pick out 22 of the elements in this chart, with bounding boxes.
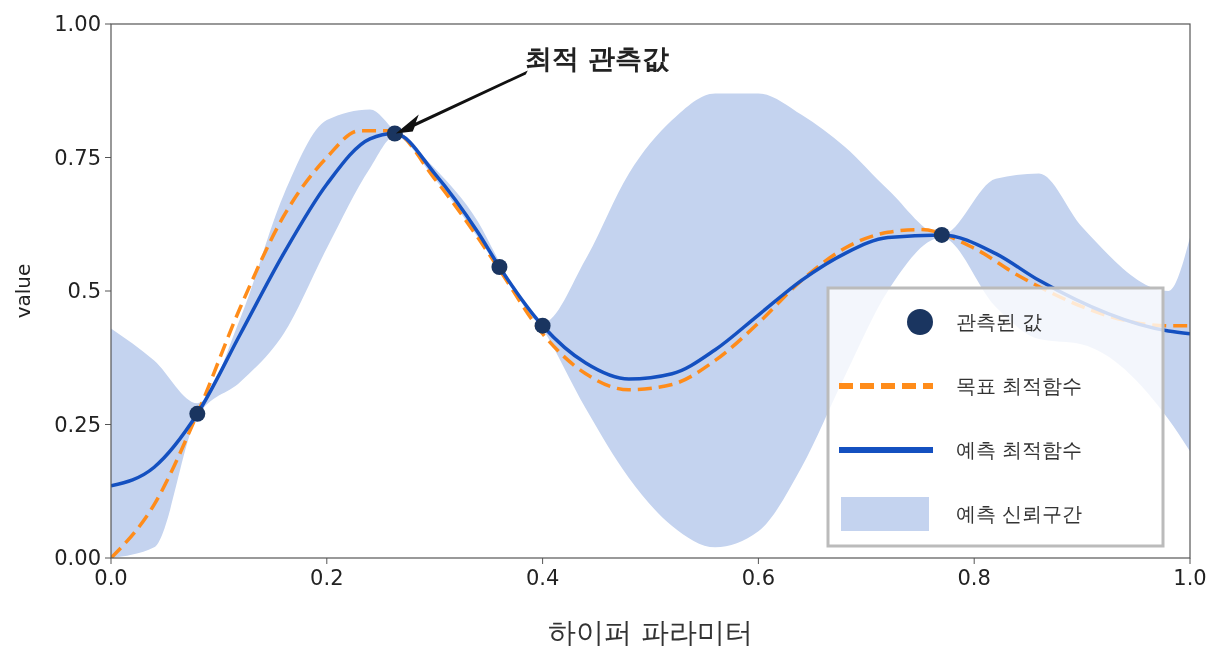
x-tick-label: 0.8 [957, 566, 991, 590]
point [534, 317, 551, 334]
y-axis-title: value [11, 263, 35, 319]
legend-label: 목표 최적함수 [956, 374, 1083, 398]
y-tick-label: 0.25 [54, 412, 101, 437]
y-tick-label: 0.75 [54, 145, 101, 170]
x-tick-label: 1.0 [1173, 566, 1207, 590]
legend-label: 관측된 값 [956, 310, 1043, 334]
point [933, 226, 950, 243]
x-tick-label: 0.4 [525, 566, 560, 590]
y-tick-label: 0.5 [67, 279, 101, 304]
annotation: 최적 관측값 [524, 43, 670, 75]
point [386, 125, 403, 142]
point [189, 405, 206, 422]
x-axis-title: 하이퍼 파라미터 [548, 616, 753, 649]
x-tick-label: 0.6 [741, 566, 776, 590]
point [491, 258, 508, 275]
x-tick-label: 0.2 [310, 566, 344, 590]
annotation: 예측 신뢰구간 [956, 502, 1083, 526]
y-tick-label: 1.00 [54, 12, 101, 37]
x-tick-label: 0.0 [94, 566, 128, 590]
legend-label: 예측 최적함수 [956, 438, 1083, 462]
